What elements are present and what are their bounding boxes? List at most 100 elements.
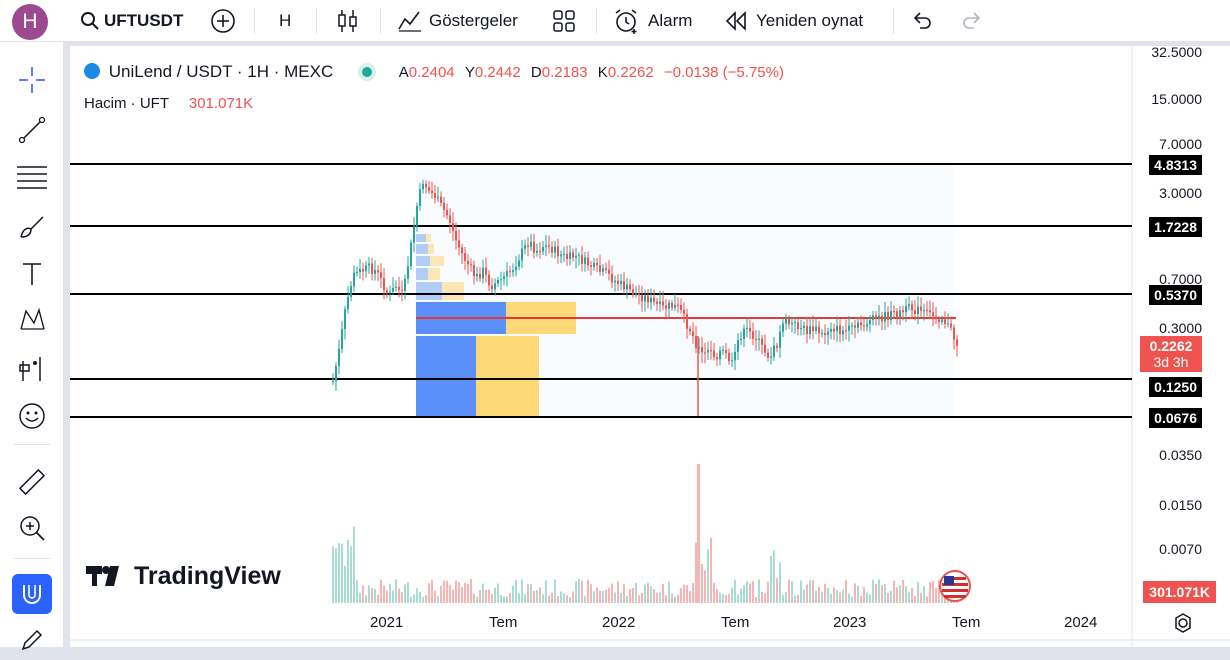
volume-bar [743,585,745,603]
undo-icon [913,11,931,29]
candle-body [749,327,751,332]
candle-body [734,351,736,361]
user-avatar[interactable]: H [12,4,48,40]
price-tick: 0.0070 [1159,541,1202,557]
candle-body [338,348,340,367]
chart-pane[interactable]: TradingView UniLend / USDT · 1H · MEXC A… [70,44,1230,647]
text-tool[interactable] [10,254,54,294]
volume-bar [887,592,889,603]
candle-body [560,254,562,257]
volume-bar [341,543,343,603]
candle-body [488,274,490,286]
candle-body [818,326,820,334]
volume-bar [689,591,691,603]
alarm-button[interactable]: Alarm [612,0,692,42]
magnet-tool[interactable] [12,574,52,614]
candle-body [725,350,727,353]
candle-body [860,322,862,326]
settings-button[interactable] [1172,612,1194,639]
candle-body [797,322,799,330]
candle-body [662,301,664,306]
volume-bar [479,589,481,603]
volume-bar [596,587,598,603]
horizontal-levels[interactable] [70,163,1132,418]
volume-bar [533,590,535,603]
price-tick: 15.0000 [1151,91,1202,107]
crosshair-tool[interactable] [10,60,54,100]
chart-type-button[interactable] [336,0,360,42]
fib-tool[interactable] [10,158,54,198]
layouts-button[interactable] [552,0,576,42]
candle-body [806,325,808,335]
candle-body [740,338,742,341]
candle-body [515,266,517,271]
volume-bar [641,592,643,603]
volume-bar [632,588,634,603]
volume-bar [794,595,796,603]
candle-body [653,297,655,302]
trendline-tool[interactable] [10,110,54,150]
interval-button[interactable]: H [279,10,292,30]
volume-label: Hacim · UFT [84,95,169,112]
symbol-search[interactable]: UFTUSDT [80,0,183,42]
pattern-tool[interactable] [10,300,54,340]
candle-body [539,250,541,252]
volume-value: 301.071K [188,95,254,112]
watermark-text: TradingView [134,562,281,590]
time-tick: Tem [721,614,750,631]
candle-body [878,315,880,319]
brush-tool[interactable] [10,206,54,246]
candle-body [845,330,847,332]
candle-body [581,255,583,264]
volume-bar [845,580,847,603]
volume-bar [935,587,937,603]
volume-bar [623,583,625,603]
candle-body [710,350,712,352]
search-icon [81,11,99,30]
volume-bar [611,583,613,603]
candle-body [935,316,937,320]
candle-body [794,322,796,324]
volume-bar [371,588,373,603]
candle-body [884,312,886,322]
volume-bar [746,581,748,603]
candle-body [635,293,637,295]
volume-bar [458,582,460,603]
candle-body [887,312,889,320]
candle-body [674,304,676,308]
candle-body [455,230,457,241]
volume-bar [791,581,793,603]
magnet-icon [23,585,41,604]
high-label: Y [464,64,475,81]
chart-canvas[interactable]: TradingView [70,46,1230,647]
volume-bar [653,588,655,603]
candle-body [920,306,922,311]
undo-button[interactable] [910,0,934,42]
volume-bar [464,582,466,603]
candle-body [704,352,706,354]
lock-drawings-tool[interactable] [10,620,54,660]
volume-bar [905,586,907,603]
volume-bar [470,579,472,603]
measure-tool[interactable] [10,462,54,502]
redo-button[interactable] [960,0,984,42]
indicators-button[interactable]: Göstergeler [397,0,518,42]
candle-body [770,356,772,358]
volume-bar [452,589,454,603]
symbol-logo-icon [84,63,100,79]
compare-button[interactable] [210,0,236,42]
candle-body [521,248,523,261]
candle-body [941,319,943,322]
forecast-tool[interactable] [10,348,54,388]
volume-bar [506,596,508,603]
candle-body [698,347,700,349]
icons-tool[interactable] [10,396,54,436]
volume-bar [776,578,778,603]
zoom-tool[interactable] [10,508,54,548]
replay-button[interactable]: Yeniden oynat [724,0,863,42]
candle-body [593,263,595,267]
candle-body [641,295,643,302]
candle-body [857,322,859,328]
candle-body [506,271,508,277]
volume-bar [380,579,382,603]
